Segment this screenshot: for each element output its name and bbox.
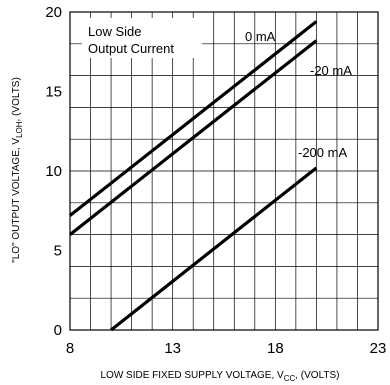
series-label: 0 mA [245, 29, 276, 44]
series-line [69, 39, 318, 236]
x-axis-title: LOW SIDE FIXED SUPPLY VOLTAGE, VCC, (VOL… [100, 370, 339, 383]
legend-background [82, 18, 202, 58]
y-tick-label: 10 [45, 163, 62, 180]
y-tick-label: 15 [45, 84, 62, 101]
grid [70, 12, 378, 330]
x-tick-label: 8 [66, 340, 74, 357]
series-lines [69, 20, 318, 332]
legend-box: Low Side Output Current [82, 18, 202, 58]
legend-title-line-2: Output Current [88, 41, 174, 56]
series-label: -20 mA [310, 63, 352, 78]
plot-frame [69, 11, 379, 331]
x-tick-label: 13 [164, 340, 181, 357]
y-axis-title: "LO" OUTPUT VOLTAGE, VLOH, (VOLTS) [11, 77, 24, 263]
y-tick-labels: 0 5 10 15 20 [45, 4, 62, 339]
series-label: -200 mA [298, 145, 347, 160]
x-tick-labels: 8 13 18 23 [66, 340, 387, 357]
x-tick-label: 18 [267, 340, 284, 357]
series-line [69, 20, 318, 217]
y-tick-label: 20 [45, 4, 62, 21]
series-line [110, 166, 318, 332]
y-tick-label: 0 [54, 322, 62, 339]
series-labels: 0 mA -20 mA -200 mA [245, 29, 352, 160]
legend-title-line-1: Low Side [88, 24, 141, 39]
y-tick-label: 5 [54, 243, 62, 260]
x-tick-label: 23 [370, 340, 387, 357]
